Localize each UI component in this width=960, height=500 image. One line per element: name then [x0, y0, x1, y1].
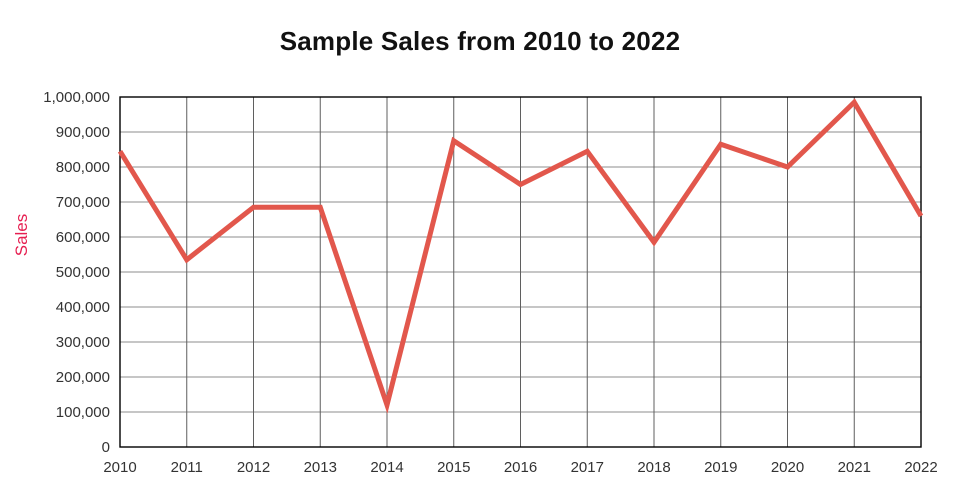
- y-tick-label: 0: [102, 439, 110, 456]
- y-tick-label: 700,000: [56, 194, 110, 211]
- x-tick-label: 2012: [237, 459, 270, 476]
- y-tick-label: 200,000: [56, 369, 110, 386]
- y-tick-label: 400,000: [56, 299, 110, 316]
- x-tick-label: 2015: [437, 459, 470, 476]
- y-tick-label: 600,000: [56, 229, 110, 246]
- y-tick-label: 100,000: [56, 404, 110, 421]
- x-tick-label: 2013: [304, 459, 337, 476]
- x-tick-label: 2021: [838, 459, 871, 476]
- sales-series-line: [117, 98, 924, 414]
- x-tick-label: 2019: [704, 459, 737, 476]
- x-tick-label: 2018: [637, 459, 670, 476]
- y-tick-label: 500,000: [56, 264, 110, 281]
- x-tick-label: 2014: [370, 459, 403, 476]
- y-tick-label: 800,000: [56, 159, 110, 176]
- x-tick-label: 2020: [771, 459, 804, 476]
- y-tick-label: 1,000,000: [43, 89, 110, 106]
- y-tick-label: 900,000: [56, 124, 110, 141]
- x-tick-label: 2010: [103, 459, 136, 476]
- plot-border: [119, 96, 922, 448]
- y-tick-label: 300,000: [56, 334, 110, 351]
- x-tick-label: 2017: [571, 459, 604, 476]
- x-axis-tick-labels: 2010 2011 2012 2013 2014 2015 2016 2017 2018 2019…: [103, 459, 937, 476]
- x-tick-label: 2011: [171, 459, 203, 476]
- x-tick-label: 2022: [904, 459, 937, 476]
- y-axis-tick-labels: 0 100,000 200,000 300,000 400,000 500,000 600,…: [43, 89, 110, 456]
- y-axis-title: Sales: [12, 214, 31, 257]
- chart-title: Sample Sales from 2010 to 2022: [279, 26, 681, 56]
- x-tick-label: 2016: [504, 459, 537, 476]
